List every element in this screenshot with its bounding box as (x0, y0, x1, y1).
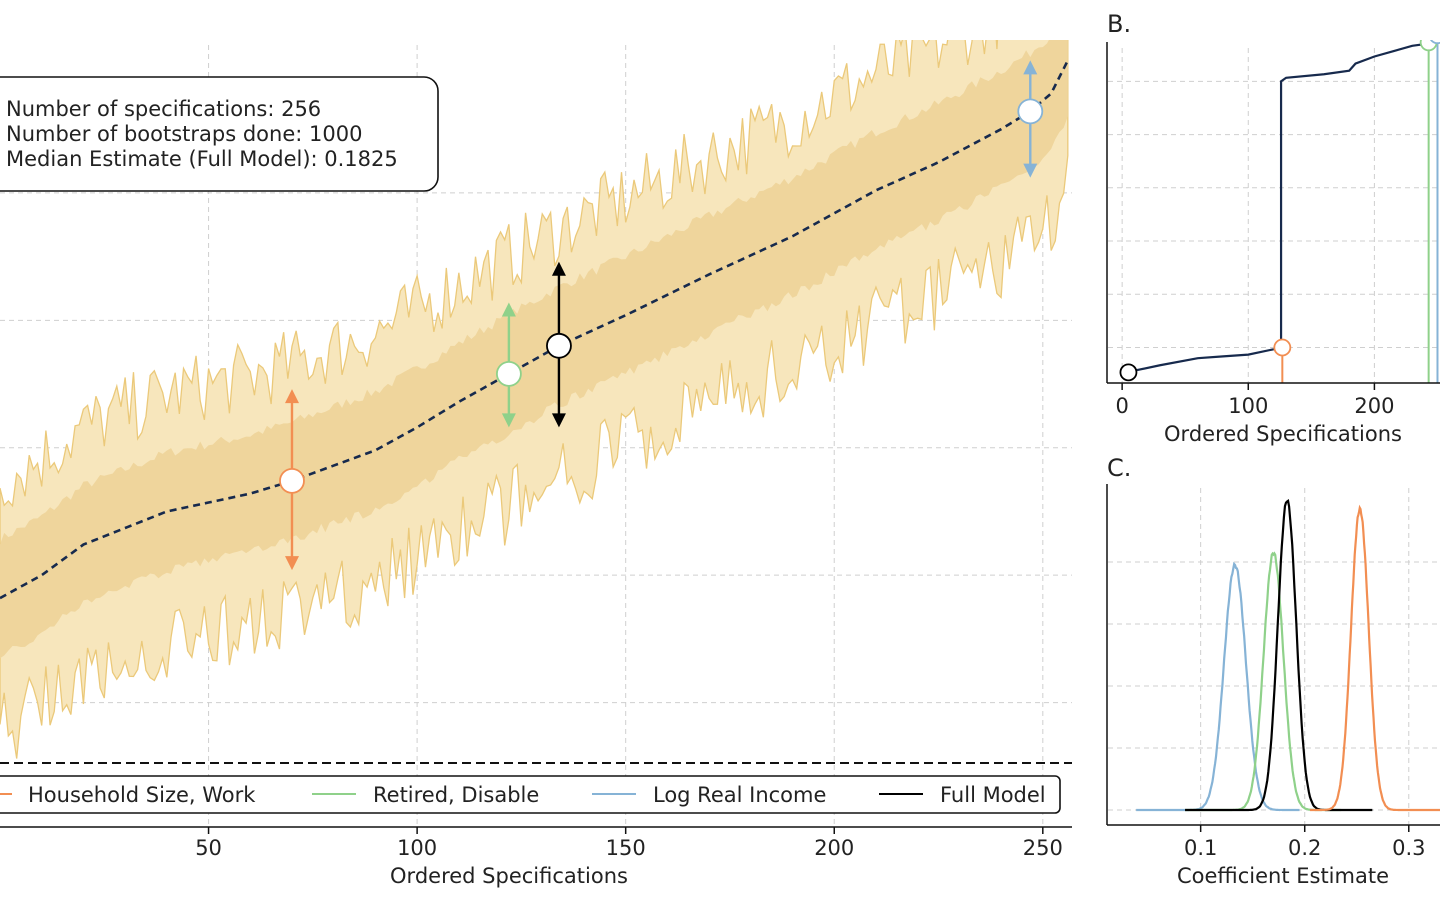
inner-confidence-band (0, 40, 1068, 659)
b-xtick-label-2: 200 (1354, 394, 1394, 418)
density-curve-full (1185, 498, 1373, 812)
panel-b-letter: B. (1107, 10, 1131, 38)
main-xtick-label-1: 100 (397, 836, 437, 860)
panel-b-markers (1119, 40, 1440, 382)
density-curve-income (1136, 561, 1300, 812)
density-curve-retired (1185, 551, 1342, 812)
legend-frame (0, 775, 1061, 814)
median-estimate-line (0, 59, 1069, 600)
arrow-up-household (284, 389, 299, 404)
point-marker-full (546, 332, 572, 359)
highlight-markers (279, 60, 1044, 571)
panel-b-ranked-curve (1121, 41, 1431, 377)
legend-label-retired: Retired, Disable (373, 783, 539, 807)
panel-b: B. 0 100 200 Ordered Specifications (1106, 10, 1440, 446)
info-spec-count: Number of specifications: 256 (6, 97, 321, 121)
arrow-up-retired (501, 302, 516, 317)
density-curve-household (1309, 504, 1440, 812)
b-xtick-label-0: 0 (1115, 394, 1128, 418)
main-x-ticks: 50 100 150 200 250 (195, 827, 1063, 860)
info-bootstrap-count: Number of bootstraps done: 1000 (6, 122, 362, 146)
b-marker-full (1119, 363, 1138, 382)
main-xtick-label-4: 250 (1023, 836, 1063, 860)
c-xtick-label-2: 0.3 (1392, 836, 1425, 860)
b-xtick-label-1: 100 (1228, 394, 1268, 418)
info-box: Number of specifications: 256 Number of … (0, 76, 439, 192)
panel-b-x-axis-label: Ordered Specifications (1164, 422, 1402, 446)
arrow-up-full (551, 261, 566, 276)
legend: Household Size, Work Retired, Disable Lo… (0, 775, 1061, 814)
point-marker-household (279, 467, 305, 494)
arrow-down-full (551, 413, 566, 428)
point-marker-income (1017, 98, 1044, 125)
panel-c: C. 0.1 0.2 0.3 Coefficient Estimate (1106, 454, 1440, 888)
panel-c-letter: C. (1107, 454, 1131, 482)
main-x-axis-label: Ordered Specifications (390, 864, 628, 888)
legend-label-full: Full Model (940, 783, 1046, 807)
main-xtick-label-3: 200 (814, 836, 854, 860)
panel-c-x-ticks: 0.1 0.2 0.3 (1184, 825, 1425, 860)
legend-label-income: Log Real Income (653, 783, 826, 807)
panel-b-gridlines (1108, 48, 1440, 382)
c-xtick-label-1: 0.2 (1288, 836, 1321, 860)
panel-c-gridlines (1108, 488, 1440, 824)
main-xtick-label-2: 150 (606, 836, 646, 860)
panel-c-density-curves (1136, 498, 1440, 812)
main-panel: 50 100 150 200 250 Ordered Specifications Nu… (0, 40, 1072, 888)
b-marker-household (1273, 338, 1292, 357)
c-xtick-label-0: 0.1 (1184, 836, 1217, 860)
arrow-up-income (1023, 60, 1038, 75)
info-box-frame (0, 76, 439, 192)
b-marker-income (1429, 40, 1440, 45)
arrow-down-retired (501, 413, 516, 428)
main-xtick-label-0: 50 (195, 836, 222, 860)
arrow-down-income (1023, 163, 1038, 178)
info-median-estimate: Median Estimate (Full Model): 0.1825 (6, 147, 398, 171)
point-marker-retired (495, 360, 522, 387)
panel-b-marker-stems (1281, 40, 1439, 383)
arrow-down-household (284, 556, 299, 571)
legend-label-household: Household Size, Work (28, 783, 256, 807)
panel-b-x-ticks: 0 100 200 (1115, 383, 1394, 418)
panel-c-x-axis-label: Coefficient Estimate (1177, 864, 1389, 888)
